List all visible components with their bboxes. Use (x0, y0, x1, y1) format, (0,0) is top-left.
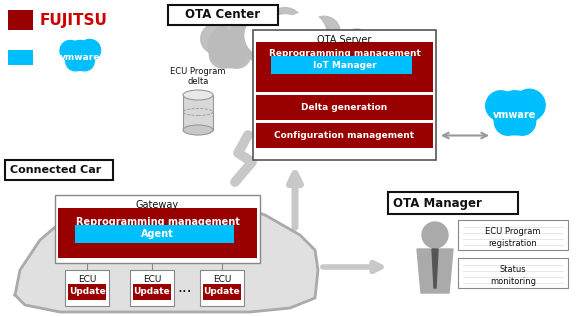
Text: Gateway: Gateway (136, 200, 179, 210)
Circle shape (224, 41, 250, 68)
Circle shape (344, 29, 370, 55)
Circle shape (228, 22, 260, 54)
Circle shape (340, 44, 362, 67)
Circle shape (328, 44, 350, 67)
FancyBboxPatch shape (130, 270, 174, 306)
FancyBboxPatch shape (200, 270, 244, 306)
Text: Configuration management: Configuration management (274, 131, 415, 140)
Text: Update: Update (203, 288, 241, 296)
Circle shape (76, 52, 94, 71)
Text: ...: ... (178, 281, 192, 295)
Text: ECU Program: ECU Program (170, 68, 226, 76)
Circle shape (257, 39, 294, 76)
FancyBboxPatch shape (256, 123, 433, 148)
Text: OTA Manager: OTA Manager (393, 197, 482, 210)
Circle shape (245, 15, 286, 56)
Circle shape (79, 40, 101, 61)
Text: IoT Manager: IoT Manager (313, 60, 376, 70)
Text: FUJITSU: FUJITSU (40, 13, 108, 27)
Circle shape (65, 40, 95, 70)
Circle shape (276, 39, 313, 76)
Circle shape (493, 91, 537, 135)
Circle shape (321, 30, 346, 55)
Circle shape (327, 30, 363, 66)
Ellipse shape (183, 90, 213, 100)
Circle shape (508, 108, 536, 135)
Circle shape (234, 9, 269, 45)
Text: Delta generation: Delta generation (302, 103, 388, 112)
Circle shape (208, 24, 252, 68)
Circle shape (66, 52, 84, 71)
Circle shape (303, 35, 331, 62)
FancyBboxPatch shape (8, 10, 33, 30)
FancyBboxPatch shape (133, 284, 171, 300)
Circle shape (255, 15, 315, 75)
Text: ECU: ECU (78, 276, 96, 284)
Text: Update: Update (69, 288, 105, 296)
Circle shape (494, 108, 522, 135)
Polygon shape (15, 198, 318, 312)
Circle shape (243, 30, 276, 62)
FancyBboxPatch shape (256, 42, 433, 92)
Text: delta: delta (187, 77, 209, 87)
Text: OTA Center: OTA Center (185, 9, 260, 21)
FancyBboxPatch shape (458, 258, 568, 288)
FancyBboxPatch shape (75, 225, 234, 243)
Text: monitoring: monitoring (490, 276, 536, 285)
Circle shape (281, 18, 311, 48)
Circle shape (60, 40, 80, 61)
FancyBboxPatch shape (58, 208, 257, 258)
Circle shape (266, 8, 304, 45)
Text: Update: Update (134, 288, 170, 296)
FancyBboxPatch shape (388, 192, 518, 214)
Circle shape (260, 30, 292, 62)
Text: ECU: ECU (213, 276, 231, 284)
Text: Agent: Agent (141, 229, 174, 239)
Circle shape (422, 222, 448, 248)
Text: ECU Program: ECU Program (485, 228, 541, 236)
Polygon shape (432, 249, 438, 288)
Text: Connected Car: Connected Car (10, 165, 101, 175)
FancyBboxPatch shape (458, 220, 568, 250)
FancyBboxPatch shape (183, 95, 213, 130)
Text: vmware: vmware (60, 52, 100, 62)
Text: registration: registration (489, 239, 537, 247)
FancyBboxPatch shape (256, 95, 433, 120)
Ellipse shape (183, 125, 213, 135)
Circle shape (209, 41, 236, 68)
Text: vmware: vmware (493, 110, 537, 120)
FancyBboxPatch shape (271, 56, 412, 74)
FancyBboxPatch shape (65, 270, 109, 306)
Circle shape (283, 13, 326, 56)
Text: OTA Server: OTA Server (317, 35, 372, 45)
FancyBboxPatch shape (203, 284, 241, 300)
Text: Status: Status (500, 265, 526, 275)
FancyBboxPatch shape (68, 284, 106, 300)
Circle shape (201, 24, 231, 54)
Text: Reprogramming management: Reprogramming management (268, 50, 421, 58)
Circle shape (309, 16, 340, 48)
FancyBboxPatch shape (5, 160, 113, 180)
Polygon shape (417, 249, 453, 293)
Circle shape (486, 91, 516, 121)
Circle shape (514, 89, 545, 121)
Text: Reprogramming management: Reprogramming management (76, 217, 239, 227)
Circle shape (242, 9, 294, 61)
Circle shape (289, 35, 317, 62)
Circle shape (288, 18, 332, 62)
FancyBboxPatch shape (55, 195, 260, 263)
FancyBboxPatch shape (168, 5, 278, 25)
Text: ECU: ECU (143, 276, 161, 284)
FancyBboxPatch shape (253, 30, 436, 160)
FancyBboxPatch shape (8, 50, 33, 65)
